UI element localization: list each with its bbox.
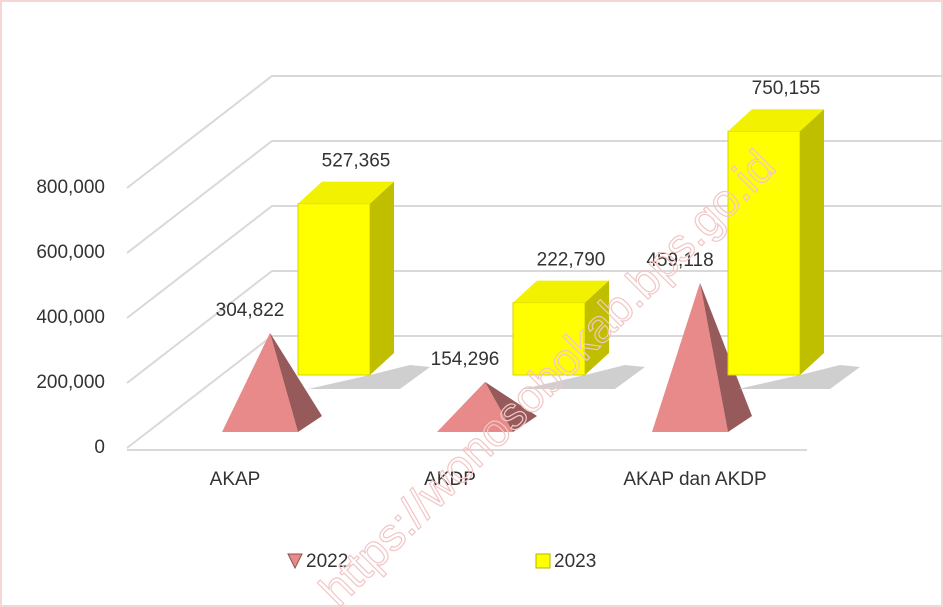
value-label: 304,822 [216, 300, 285, 321]
value-label: 527,365 [322, 151, 391, 172]
grid-line [126, 335, 943, 449]
box-top [298, 181, 394, 204]
box-front [297, 203, 371, 376]
box-front [512, 302, 586, 376]
box-shadow [738, 365, 860, 389]
legend-label: 2022 [306, 551, 348, 572]
y-tick-label: 600,000 [36, 242, 105, 263]
value-label: 459,118 [646, 250, 713, 271]
pyramid-side [270, 332, 322, 432]
y-tick-label: 800,000 [36, 177, 105, 198]
x-tick-label: AKDP [424, 469, 476, 490]
x-tick-label: AKAP [210, 469, 261, 490]
box-side [370, 181, 394, 375]
value-label: 222,790 [537, 250, 606, 271]
pyramid-side [485, 381, 537, 432]
box-shadow [523, 365, 645, 389]
pyramid-side [700, 282, 752, 432]
y-tick-label: 400,000 [36, 307, 105, 328]
pyramid-front [222, 332, 298, 432]
box-side [800, 109, 824, 376]
box-top [728, 109, 824, 132]
grid-line [126, 270, 943, 384]
value-label: 154,296 [431, 349, 500, 370]
grid-line [126, 140, 943, 254]
legend-swatch [535, 553, 551, 569]
grid-line [126, 205, 943, 319]
x-tick-label: AKAP dan AKDP [623, 469, 766, 490]
legend-label: 2023 [554, 551, 596, 572]
y-tick-label: 0 [94, 437, 105, 458]
pyramid-front [652, 282, 728, 432]
y-tick-label: 200,000 [36, 372, 105, 393]
box-top [513, 280, 609, 303]
legend-swatch [287, 553, 303, 570]
box-side [585, 280, 609, 375]
value-label: 750,155 [752, 78, 821, 99]
grid-line [126, 75, 943, 189]
box-shadow [308, 365, 430, 389]
pyramid-front [437, 381, 513, 432]
